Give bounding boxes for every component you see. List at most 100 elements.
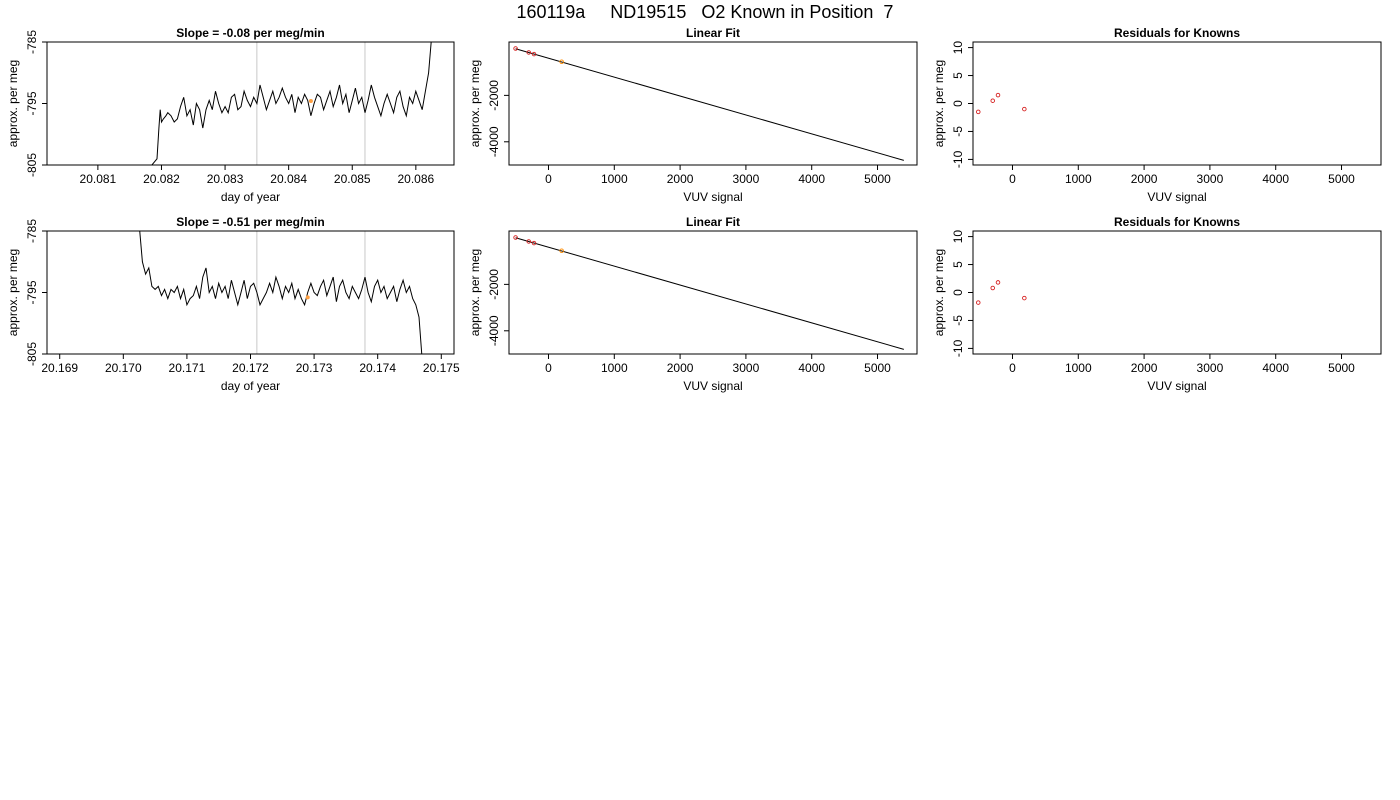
plot-area <box>513 46 904 161</box>
y-tick-label: -785 <box>25 219 39 243</box>
y-tick-label: 0 <box>951 100 965 107</box>
x-tick-label: 2000 <box>667 361 694 375</box>
y-tick-label: 5 <box>951 261 965 268</box>
data-point <box>990 98 995 103</box>
x-tick-label: 0 <box>1009 172 1016 186</box>
chart-panel-1: Slope = -0.08 per meg/min day of year appr… <box>6 26 455 204</box>
x-tick-label: 5000 <box>1328 172 1355 186</box>
y-tick-label: -4000 <box>487 126 501 157</box>
y-tick-label: -2000 <box>487 269 501 300</box>
plot-area <box>151 42 432 165</box>
x-tick-label: 20.172 <box>232 361 269 375</box>
plot-frame <box>972 41 1382 166</box>
y-tick-label: -805 <box>25 153 39 177</box>
x-tick-label: 20.082 <box>143 172 180 186</box>
chart-title: Linear Fit <box>686 26 740 40</box>
plot-frame <box>972 230 1382 355</box>
highlight-point <box>305 295 310 300</box>
data-point <box>531 51 537 57</box>
x-tick-label: 20.170 <box>105 361 142 375</box>
y-tick-label: 10 <box>951 41 965 55</box>
data-point <box>559 248 564 253</box>
x-tick-label: 2000 <box>667 172 694 186</box>
chart-panel-3: Residuals for Knowns VUV signal approx. pe… <box>932 26 1382 204</box>
chart-title: Linear Fit <box>686 215 740 229</box>
data-point <box>526 50 531 55</box>
x-tick-label: 1000 <box>601 172 628 186</box>
y-tick-label: 5 <box>951 72 965 79</box>
highlight-point <box>308 99 313 104</box>
x-tick-label: 0 <box>1009 361 1016 375</box>
plot-area <box>513 235 904 350</box>
y-tick-label: 10 <box>951 230 965 244</box>
x-tick-label: 20.169 <box>41 361 78 375</box>
y-tick-label: -795 <box>25 280 39 304</box>
x-tick-label: 3000 <box>1197 361 1224 375</box>
y-axis-label: approx. per meg <box>6 249 20 336</box>
y-tick-label: 0 <box>951 289 965 296</box>
x-tick-label: 0 <box>545 172 552 186</box>
chart-panel-4: Slope = -0.51 per meg/min day of year appr… <box>6 215 460 393</box>
y-tick-label: -4000 <box>487 315 501 346</box>
x-tick-label: 20.086 <box>397 172 434 186</box>
plot-area <box>976 280 1027 305</box>
chart-panel-6: Residuals for Knowns VUV signal approx. pe… <box>932 215 1382 393</box>
chart-title: Slope = -0.51 per meg/min <box>176 215 324 229</box>
data-point <box>531 240 537 246</box>
chart-panel-2: Linear Fit VUV signal approx. per meg 0 1000… <box>468 26 918 204</box>
x-axis-label: day of year <box>221 190 280 204</box>
y-axis-label: approx. per meg <box>932 249 946 336</box>
y-tick-label: -785 <box>25 30 39 54</box>
x-tick-label: 20.175 <box>423 361 460 375</box>
x-axis-label: day of year <box>221 379 280 393</box>
y-tick-label: -5 <box>951 126 965 137</box>
plot-frame <box>46 41 455 166</box>
y-tick-label: -5 <box>951 315 965 326</box>
fit-line <box>515 48 904 161</box>
chart-title: Residuals for Knowns <box>1114 215 1240 229</box>
x-tick-label: 5000 <box>864 172 891 186</box>
x-tick-label: 20.174 <box>359 361 396 375</box>
data-point <box>526 239 531 244</box>
x-tick-label: 20.084 <box>270 172 307 186</box>
x-tick-label: 4000 <box>798 361 825 375</box>
plot-frame <box>46 230 455 355</box>
series-line <box>151 42 432 165</box>
data-point <box>990 285 995 291</box>
x-axis-label: VUV signal <box>683 190 742 204</box>
y-axis-label: approx. per meg <box>468 249 482 336</box>
data-point <box>513 235 518 240</box>
page-title: 160119a ND19515 O2 Known in Position 7 <box>516 2 894 22</box>
x-tick-label: 4000 <box>1262 172 1289 186</box>
data-point <box>976 300 981 305</box>
y-tick-label: -2000 <box>487 80 501 111</box>
x-tick-label: 20.171 <box>169 361 206 375</box>
data-point <box>559 59 564 64</box>
chart-panel-5: Linear Fit VUV signal approx. per meg 0 1000… <box>468 215 918 393</box>
y-tick-label: -805 <box>25 342 39 366</box>
x-tick-label: 3000 <box>733 361 760 375</box>
y-axis-label: approx. per meg <box>468 60 482 147</box>
x-tick-label: 20.173 <box>296 361 333 375</box>
y-tick-label: -10 <box>951 339 965 357</box>
x-tick-label: 20.083 <box>207 172 244 186</box>
data-point <box>976 109 981 115</box>
plot-area <box>139 231 423 354</box>
chart-title: Slope = -0.08 per meg/min <box>176 26 324 40</box>
y-tick-label: -795 <box>25 91 39 115</box>
plot-frame <box>508 230 918 355</box>
x-axis-label: VUV signal <box>1147 190 1206 204</box>
y-axis-label: approx. per meg <box>932 60 946 147</box>
x-tick-label: 3000 <box>733 172 760 186</box>
fit-line <box>515 237 904 350</box>
x-tick-label: 0 <box>545 361 552 375</box>
y-axis-label: approx. per meg <box>6 60 20 147</box>
x-tick-label: 5000 <box>1328 361 1355 375</box>
x-axis-label: VUV signal <box>1147 379 1206 393</box>
data-point <box>513 46 518 51</box>
x-tick-label: 1000 <box>601 361 628 375</box>
x-tick-label: 3000 <box>1197 172 1224 186</box>
x-tick-label: 1000 <box>1065 361 1092 375</box>
x-tick-label: 20.085 <box>334 172 371 186</box>
